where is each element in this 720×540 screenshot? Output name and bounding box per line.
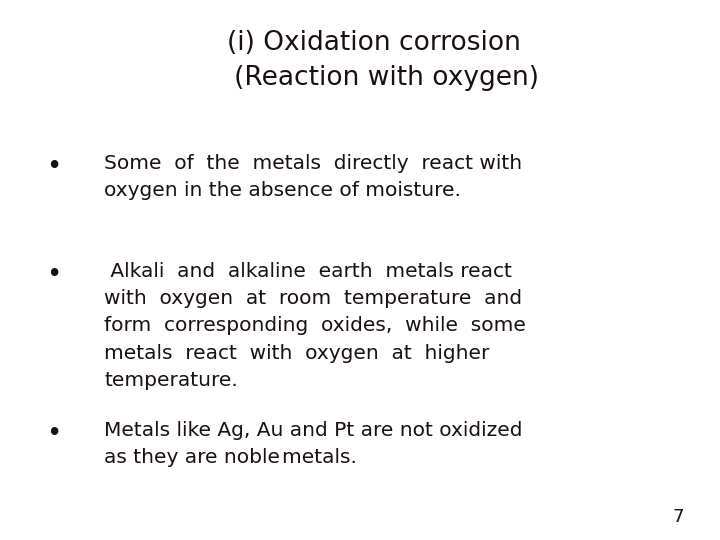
Text: 7: 7 [672,509,684,526]
Text: •: • [46,421,62,447]
Text: (i) Oxidation corrosion
   (Reaction with oxygen): (i) Oxidation corrosion (Reaction with o… [210,30,539,91]
Text: Alkali  and  alkaline  earth  metals react
with  oxygen  at  room  temperature  : Alkali and alkaline earth metals react w… [104,262,526,390]
Text: Some  of  the  metals  directly  react with
oxygen in the absence of moisture.: Some of the metals directly react with o… [104,154,523,200]
Text: •: • [46,262,62,288]
Text: •: • [46,154,62,180]
Text: Metals like Ag, Au and Pt are not oxidized
as they are noble metals.: Metals like Ag, Au and Pt are not oxidiz… [104,421,523,468]
